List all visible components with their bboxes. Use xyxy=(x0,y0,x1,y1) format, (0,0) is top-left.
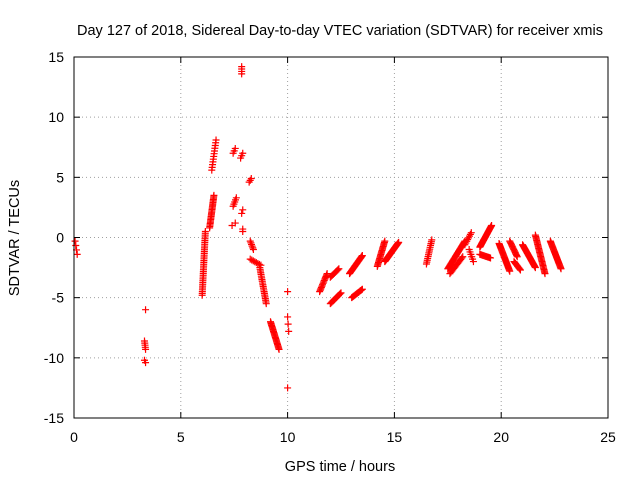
data-point xyxy=(142,306,150,314)
x-axis-label: GPS time / hours xyxy=(285,459,395,475)
data-point xyxy=(459,253,467,261)
data-point xyxy=(71,237,79,245)
data-point xyxy=(247,239,255,247)
data-point xyxy=(358,252,366,260)
data-point xyxy=(210,191,218,199)
data-points xyxy=(71,63,565,392)
data-point xyxy=(252,259,260,267)
data-point xyxy=(466,230,474,238)
data-point xyxy=(285,327,293,335)
data-point xyxy=(516,265,524,273)
data-point xyxy=(323,270,331,278)
x-tick-label: 5 xyxy=(177,429,185,445)
chart-title: Day 127 of 2018, Sidereal Day-to-day VTE… xyxy=(77,23,603,39)
data-point xyxy=(395,238,403,246)
data-point xyxy=(458,254,466,262)
data-point xyxy=(238,63,246,71)
data-point xyxy=(212,136,220,144)
data-point xyxy=(239,225,247,233)
data-point xyxy=(513,253,521,261)
data-point xyxy=(284,384,292,392)
data-point xyxy=(469,258,477,266)
data-point xyxy=(249,257,257,265)
data-point xyxy=(142,359,150,367)
x-tick-label: 15 xyxy=(387,429,403,445)
data-point xyxy=(284,313,292,321)
x-tick-label: 25 xyxy=(600,429,616,445)
data-point xyxy=(247,175,255,183)
data-point xyxy=(335,291,343,299)
data-point xyxy=(231,144,239,152)
data-point xyxy=(142,345,150,353)
data-point xyxy=(249,244,257,252)
data-point xyxy=(251,258,259,266)
data-point xyxy=(334,266,342,274)
data-point xyxy=(358,285,366,293)
data-point xyxy=(335,265,343,273)
y-tick-label: 10 xyxy=(48,109,64,125)
y-axis-label: SDTVAR / TECUs xyxy=(7,180,23,296)
data-point xyxy=(284,288,292,296)
data-point xyxy=(516,266,524,274)
y-tick-label: 15 xyxy=(48,49,64,65)
data-point xyxy=(201,227,209,235)
data-point xyxy=(254,259,262,267)
y-tick-label: 5 xyxy=(56,169,64,185)
data-point xyxy=(249,246,257,254)
data-point xyxy=(72,242,80,250)
data-point xyxy=(467,229,475,237)
data-point xyxy=(336,290,344,298)
data-point xyxy=(239,206,247,214)
y-tick-label: -5 xyxy=(52,290,65,306)
data-point xyxy=(487,254,495,262)
data-point xyxy=(239,149,247,157)
data-point xyxy=(248,242,256,250)
data-point xyxy=(246,255,254,263)
grid-lines xyxy=(74,57,608,418)
data-point xyxy=(232,194,240,202)
data-point xyxy=(231,219,239,227)
data-point xyxy=(238,209,246,217)
data-point xyxy=(488,221,496,229)
data-point xyxy=(357,287,365,295)
data-point xyxy=(248,256,256,264)
data-point xyxy=(531,264,539,272)
data-point xyxy=(246,237,254,245)
data-point xyxy=(541,270,549,278)
data-point xyxy=(248,240,256,248)
data-point xyxy=(381,237,389,245)
tick-labels: 0 5 10 15 20 25 15 10 5 0 -5 -10 -15 xyxy=(44,49,616,445)
x-tick-label: 0 xyxy=(70,429,78,445)
y-tick-label: 0 xyxy=(56,230,64,246)
data-point xyxy=(506,267,514,275)
y-tick-label: -15 xyxy=(44,410,64,426)
data-point xyxy=(337,289,345,297)
data-point xyxy=(284,320,292,328)
data-point xyxy=(262,300,270,308)
data-point xyxy=(557,265,565,273)
x-tick-label: 10 xyxy=(280,429,296,445)
data-point xyxy=(73,250,81,258)
data-point xyxy=(358,286,366,294)
data-point xyxy=(428,236,436,244)
x-tick-label: 20 xyxy=(493,429,509,445)
axis-ticks xyxy=(73,56,609,419)
y-tick-label: -10 xyxy=(44,350,64,366)
data-point xyxy=(275,345,283,353)
